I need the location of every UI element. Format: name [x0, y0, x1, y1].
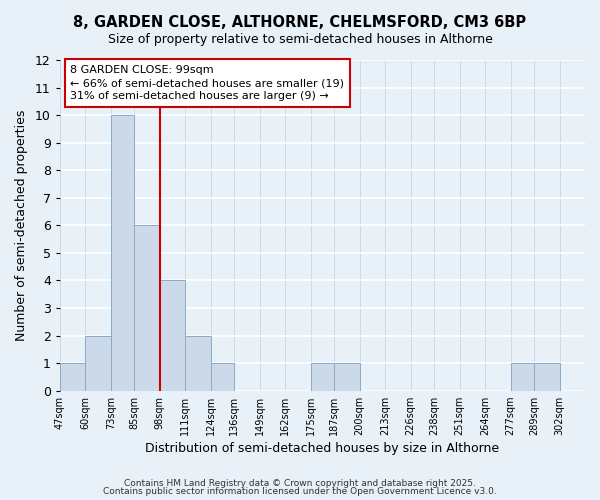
Bar: [211, 363, 234, 390]
Bar: [60, 363, 85, 390]
Bar: [534, 363, 560, 390]
Bar: [334, 363, 359, 390]
Bar: [160, 280, 185, 390]
Bar: [111, 115, 134, 390]
Bar: [85, 336, 111, 390]
Bar: [511, 363, 534, 390]
Text: Contains public sector information licensed under the Open Government Licence v3: Contains public sector information licen…: [103, 487, 497, 496]
Y-axis label: Number of semi-detached properties: Number of semi-detached properties: [15, 110, 28, 341]
Text: Contains HM Land Registry data © Crown copyright and database right 2025.: Contains HM Land Registry data © Crown c…: [124, 478, 476, 488]
Text: Size of property relative to semi-detached houses in Althorne: Size of property relative to semi-detach…: [107, 32, 493, 46]
X-axis label: Distribution of semi-detached houses by size in Althorne: Distribution of semi-detached houses by …: [145, 442, 499, 455]
Text: 8, GARDEN CLOSE, ALTHORNE, CHELMSFORD, CM3 6BP: 8, GARDEN CLOSE, ALTHORNE, CHELMSFORD, C…: [73, 15, 527, 30]
Bar: [185, 336, 211, 390]
Bar: [311, 363, 334, 390]
Bar: [134, 226, 160, 390]
Text: 8 GARDEN CLOSE: 99sqm
← 66% of semi-detached houses are smaller (19)
31% of semi: 8 GARDEN CLOSE: 99sqm ← 66% of semi-deta…: [70, 65, 344, 102]
